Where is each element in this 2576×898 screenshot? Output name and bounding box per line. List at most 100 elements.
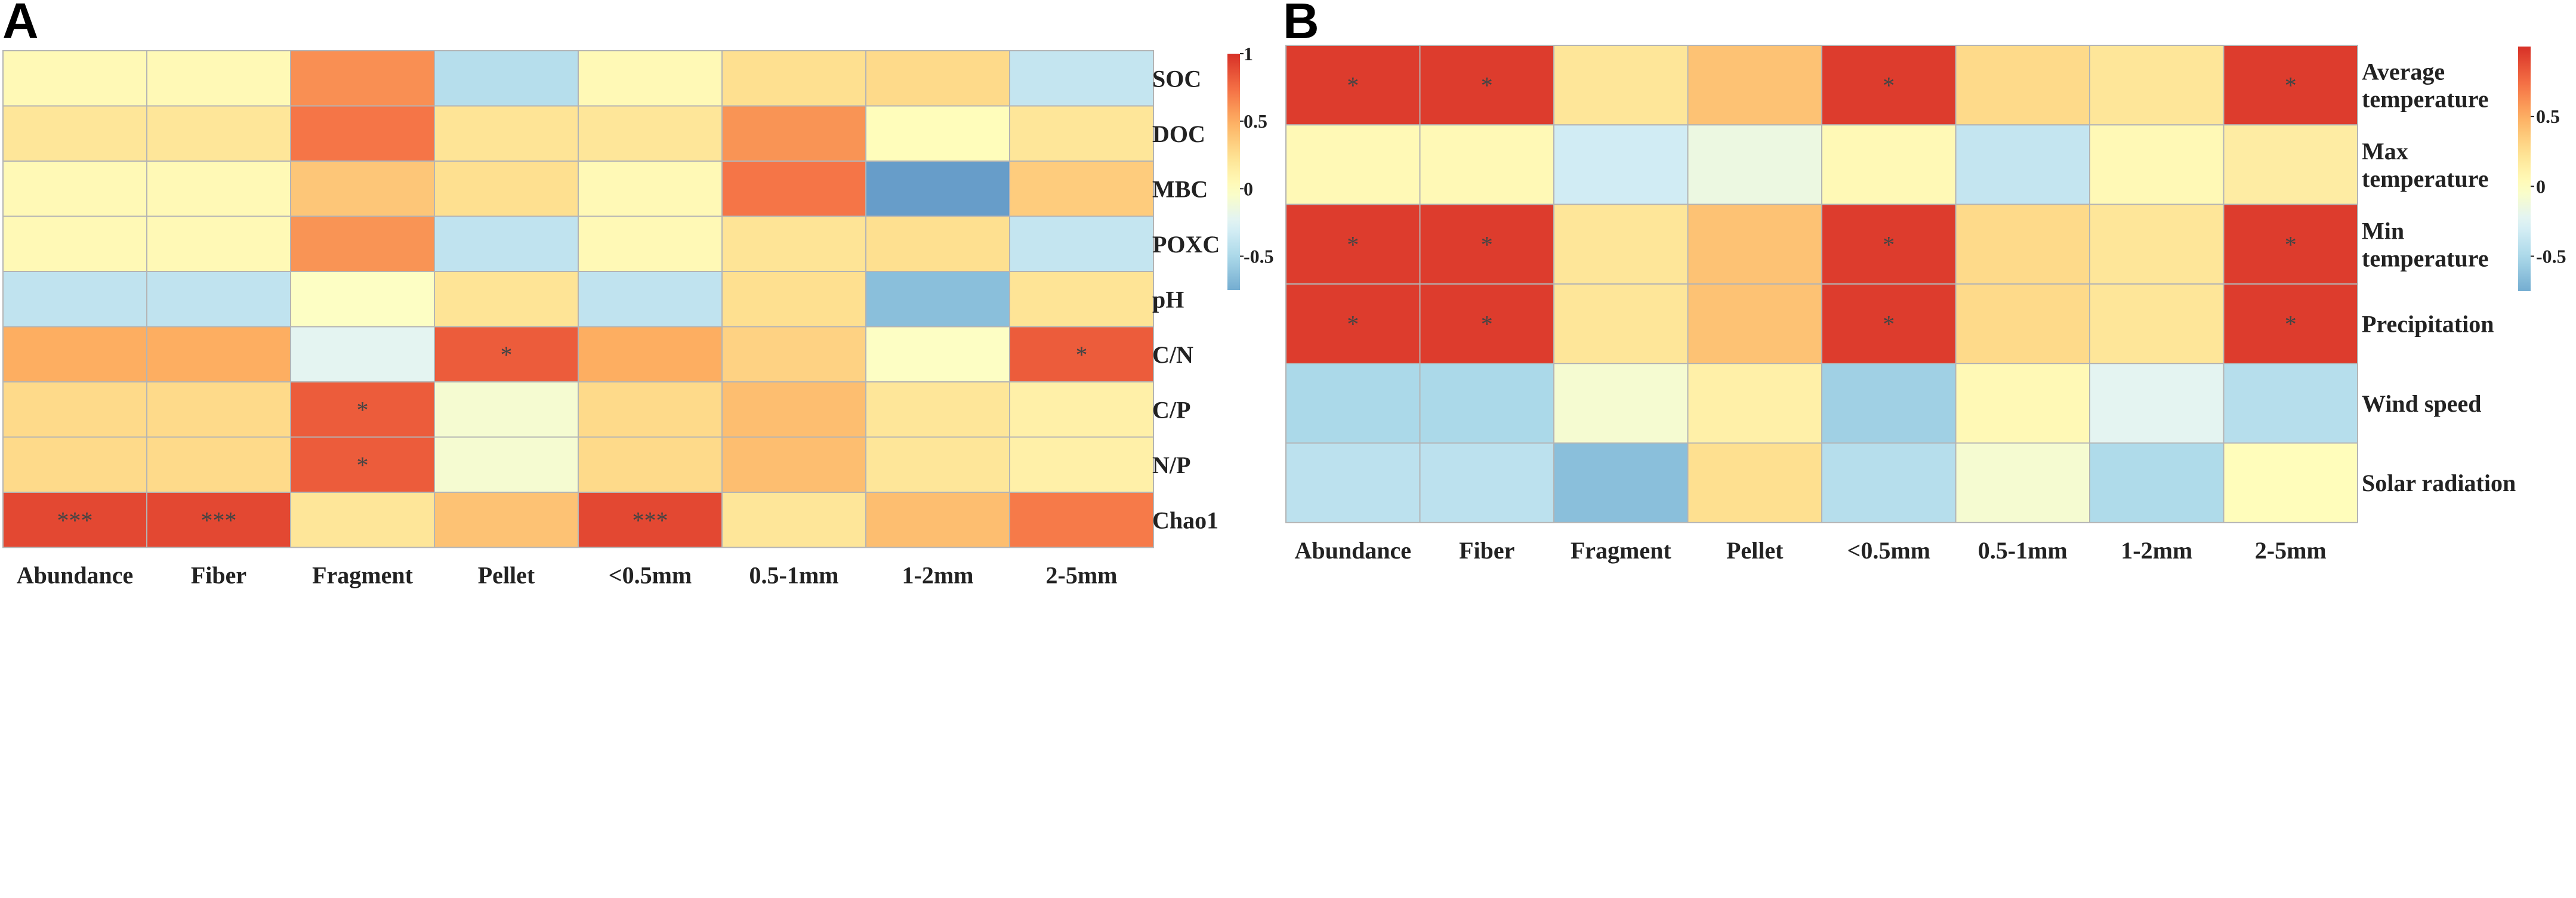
row-label: temperature <box>2362 245 2489 271</box>
heatmap-cell <box>578 436 723 493</box>
significance-mark: * <box>1347 72 1359 99</box>
heatmap-cell <box>578 161 723 217</box>
significance-mark: * <box>357 396 369 423</box>
colorbar <box>1227 54 1240 290</box>
heatmap-cell <box>2223 45 2358 126</box>
heatmap-cell <box>578 50 723 107</box>
significance-mark: * <box>1481 231 1493 258</box>
heatmap-cell <box>1009 326 1154 382</box>
significance-mark: * <box>501 341 513 368</box>
heatmap-cell <box>1955 363 2090 444</box>
heatmap-cell <box>434 381 579 438</box>
panel-a-letter: A <box>2 0 39 49</box>
heatmap-cell <box>434 215 579 272</box>
heatmap-cell <box>1687 442 1822 523</box>
row-label: Wind speed <box>2362 390 2481 417</box>
heatmap-cell <box>434 492 579 548</box>
heatmap-cell <box>578 105 723 162</box>
column-label: 0.5-1mm <box>1978 537 2068 564</box>
heatmap-cell <box>434 436 579 493</box>
heatmap-cell <box>290 492 435 548</box>
heatmap-cell <box>1955 45 2090 126</box>
heatmap-cell <box>146 326 291 382</box>
heatmap-panel-b: * * * ** * * ** * * *AveragetemperatureMaxtempera… <box>1285 45 2566 564</box>
heatmap-cell <box>865 271 1010 328</box>
significance-mark: * <box>1347 311 1359 338</box>
heatmap-cell <box>1955 124 2090 205</box>
heatmap-cell <box>578 381 723 438</box>
heatmap-cell <box>865 492 1010 548</box>
heatmap-cell <box>2223 283 2358 365</box>
heatmap-cell <box>2223 124 2358 205</box>
heatmap-cell <box>578 326 723 382</box>
colorbar-tick-label: 1 <box>1244 43 1253 64</box>
heatmap-cell <box>865 326 1010 382</box>
colorbar-tick-label: 0 <box>2536 175 2546 197</box>
heatmap-cell <box>290 50 435 107</box>
heatmap-cell <box>1553 363 1689 444</box>
heatmap-cell <box>721 105 866 162</box>
row-label: Solar radiation <box>2362 470 2516 496</box>
heatmap-cell <box>2 492 147 548</box>
heatmap-cell <box>578 492 723 548</box>
heatmap-cell <box>721 161 866 217</box>
heatmap-cell <box>146 436 291 493</box>
heatmap-cell <box>1553 283 1689 365</box>
heatmap-cell <box>434 50 579 107</box>
heatmap-cell <box>434 105 579 162</box>
heatmap-cell <box>1009 161 1154 217</box>
heatmap-cell <box>1285 124 1421 205</box>
row-label: DOC <box>1152 121 1205 147</box>
heatmap-cell <box>2 381 147 438</box>
heatmap-cell <box>2223 363 2358 444</box>
significance-mark: * <box>1883 311 1895 338</box>
column-label: 2-5mm <box>2255 537 2327 564</box>
heatmap-cell <box>1821 442 1957 523</box>
heatmap-cell <box>865 215 1010 272</box>
heatmap-cell <box>1821 203 1957 285</box>
heatmap-cell <box>1009 492 1154 548</box>
heatmap-cell <box>1687 283 1822 365</box>
row-label: Chao1 <box>1152 507 1218 533</box>
colorbar-tick-label: 0.5 <box>2536 106 2560 127</box>
row-label: Precipitation <box>2362 311 2494 338</box>
heatmap-cell <box>865 50 1010 107</box>
heatmap-cell <box>290 271 435 328</box>
row-label: SOC <box>1152 65 1201 92</box>
heatmap-cell <box>1009 271 1154 328</box>
heatmap-cell <box>2089 363 2225 444</box>
heatmap-cell <box>865 436 1010 493</box>
colorbar <box>2518 47 2531 291</box>
significance-mark: * <box>2285 72 2297 99</box>
heatmap-cell <box>2 105 147 162</box>
heatmap-cell <box>1821 363 1957 444</box>
heatmap-cell <box>1009 215 1154 272</box>
column-label: 2-5mm <box>1046 562 1118 589</box>
heatmap-cell <box>1009 381 1154 438</box>
significance-mark: * <box>1347 231 1359 258</box>
heatmap-cell <box>1553 442 1689 523</box>
heatmap-cell <box>1009 50 1154 107</box>
row-label: Max <box>2362 138 2408 165</box>
heatmap-panel-a: * ****** *** ***SOCDOCMBCPOXCpHC/NC/PN/PCha… <box>2 43 1274 589</box>
heatmap-cell <box>1687 363 1822 444</box>
heatmap-cell <box>721 436 866 493</box>
heatmap-cell <box>721 326 866 382</box>
heatmap-cell <box>2 271 147 328</box>
significance-mark: * <box>2285 311 2297 338</box>
heatmap-cell <box>578 215 723 272</box>
heatmap-cell <box>290 326 435 382</box>
heatmap-cell <box>146 381 291 438</box>
heatmap-cell <box>721 215 866 272</box>
heatmap-cell <box>146 215 291 272</box>
heatmap-cell <box>290 436 435 493</box>
heatmap-cell <box>1009 436 1154 493</box>
significance-mark: *** <box>57 507 93 533</box>
column-label: 1-2mm <box>2121 537 2192 564</box>
significance-mark: * <box>2285 231 2297 258</box>
heatmap-cell <box>1285 363 1421 444</box>
column-label: <0.5mm <box>1847 537 1930 564</box>
column-label: Abundance <box>1294 537 1411 564</box>
heatmap-cell <box>1553 45 1689 126</box>
heatmap-cell <box>865 381 1010 438</box>
